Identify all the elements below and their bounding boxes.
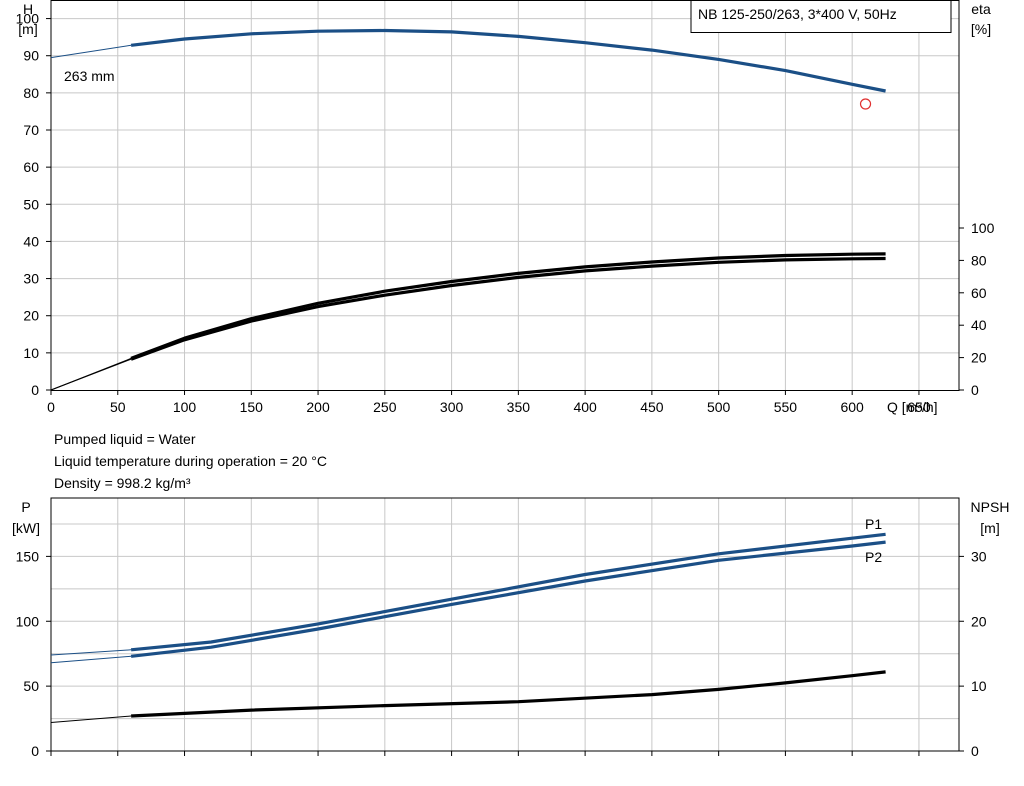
y-tick-label-left: 50: [23, 196, 39, 212]
y-tick-label-left: 70: [23, 122, 39, 138]
y-tick-label-right: 20: [971, 350, 987, 366]
NPSH-curve-thin: [50, 715, 132, 723]
P1-curve-thin: [50, 649, 132, 656]
x-tick-label: 500: [707, 399, 731, 415]
y-tick-label-right: 0: [971, 382, 979, 398]
y-axis-title-right-unit: [%]: [971, 21, 991, 37]
y-tick-label-right: 40: [971, 317, 987, 333]
impeller-diameter-label: 263 mm: [64, 68, 115, 84]
x-tick-label: 400: [573, 399, 597, 415]
H-curve-thin: [50, 44, 132, 59]
eta2-curve-thin: [50, 358, 132, 391]
x-tick-label: 350: [507, 399, 531, 415]
x-tick-label: 600: [840, 399, 864, 415]
info-density: Density = 998.2 kg/m³: [54, 475, 191, 491]
y-tick-label-left: 100: [16, 11, 40, 27]
y-axis-title-right: NPSH: [971, 499, 1010, 515]
y-axis-title-left-unit: [m]: [18, 21, 37, 37]
x-axis-label: Q [m³/h]: [887, 399, 938, 415]
bottom-grid: [51, 498, 959, 751]
y-tick-label-left: 100: [16, 613, 40, 629]
x-tick-label: 250: [373, 399, 397, 415]
y-tick-label-left: 0: [31, 382, 39, 398]
x-tick-label: 550: [774, 399, 798, 415]
top-grid: [51, 0, 959, 390]
y-tick-label-left: 20: [23, 308, 39, 324]
y-axis-title-left: H: [23, 1, 33, 17]
y-axis-title-left-unit: [kW]: [12, 520, 40, 536]
H-curve: [130, 28, 886, 93]
y-tick-label-right: 0: [971, 743, 979, 759]
y-tick-label-left: 30: [23, 271, 39, 287]
labels: 263 mm P1 P2: [64, 68, 882, 565]
y-axis-title-left: P: [21, 499, 30, 515]
y-tick-label-left: 150: [16, 548, 40, 564]
bottom-axes: 0 50 100 150 0 10 20 30 P [kW] NPSH [m]: [12, 497, 1010, 759]
y-tick-label-right: 80: [971, 252, 987, 268]
eta1-curve: [130, 252, 886, 360]
eta2-curve: [130, 256, 886, 361]
duty-point-marker: [859, 98, 872, 110]
y-tick-label-left: 80: [23, 85, 39, 101]
P1-curve: [130, 532, 886, 652]
x-tick-label: 650: [907, 399, 931, 415]
x-tick-label: 200: [306, 399, 330, 415]
top-axes: 0 50 100 150 200 250 300 350 400 450 500 550 600 650Q…: [16, 0, 995, 415]
top-plot-frame: [50, 0, 960, 391]
y-axis-title-right-unit: [m]: [980, 520, 999, 536]
y-tick-label-right: 30: [971, 548, 987, 564]
x-tick-label: 300: [440, 399, 464, 415]
info-liquid: Pumped liquid = Water: [54, 431, 196, 447]
y-tick-label-left: 90: [23, 48, 39, 64]
x-tick-label: 0: [47, 399, 55, 415]
y-tick-label-left: 0: [31, 743, 39, 759]
x-tick-label: 450: [640, 399, 664, 415]
P2-curve: [130, 540, 886, 658]
title-box: [690, 0, 952, 33]
y-tick-label-left: 10: [23, 345, 39, 361]
y-tick-label-right: 60: [971, 285, 987, 301]
info-temperature: Liquid temperature during operation = 20…: [54, 453, 327, 469]
x-tick-label: 100: [173, 399, 197, 415]
y-tick-label-right: 20: [971, 613, 987, 629]
x-tick-label: 50: [110, 399, 126, 415]
x-tick-label: 150: [240, 399, 264, 415]
y-axis-title-right: eta: [971, 1, 991, 17]
bottom-plot-frame: [50, 497, 960, 752]
y-tick-label-left: 60: [23, 159, 39, 175]
chart-title: NB 125-250/263, 3*400 V, 50Hz: [698, 6, 897, 22]
curves: [50, 28, 886, 723]
series-label-p1: P1: [865, 516, 882, 532]
y-tick-label-left: 50: [23, 678, 39, 694]
y-tick-label-right: 10: [971, 678, 987, 694]
NPSH-curve: [131, 670, 886, 718]
P2-curve-thin: [50, 655, 132, 664]
y-tick-label-right: 100: [971, 220, 995, 236]
series-label-p2: P2: [865, 549, 882, 565]
y-tick-label-left: 40: [23, 233, 39, 249]
